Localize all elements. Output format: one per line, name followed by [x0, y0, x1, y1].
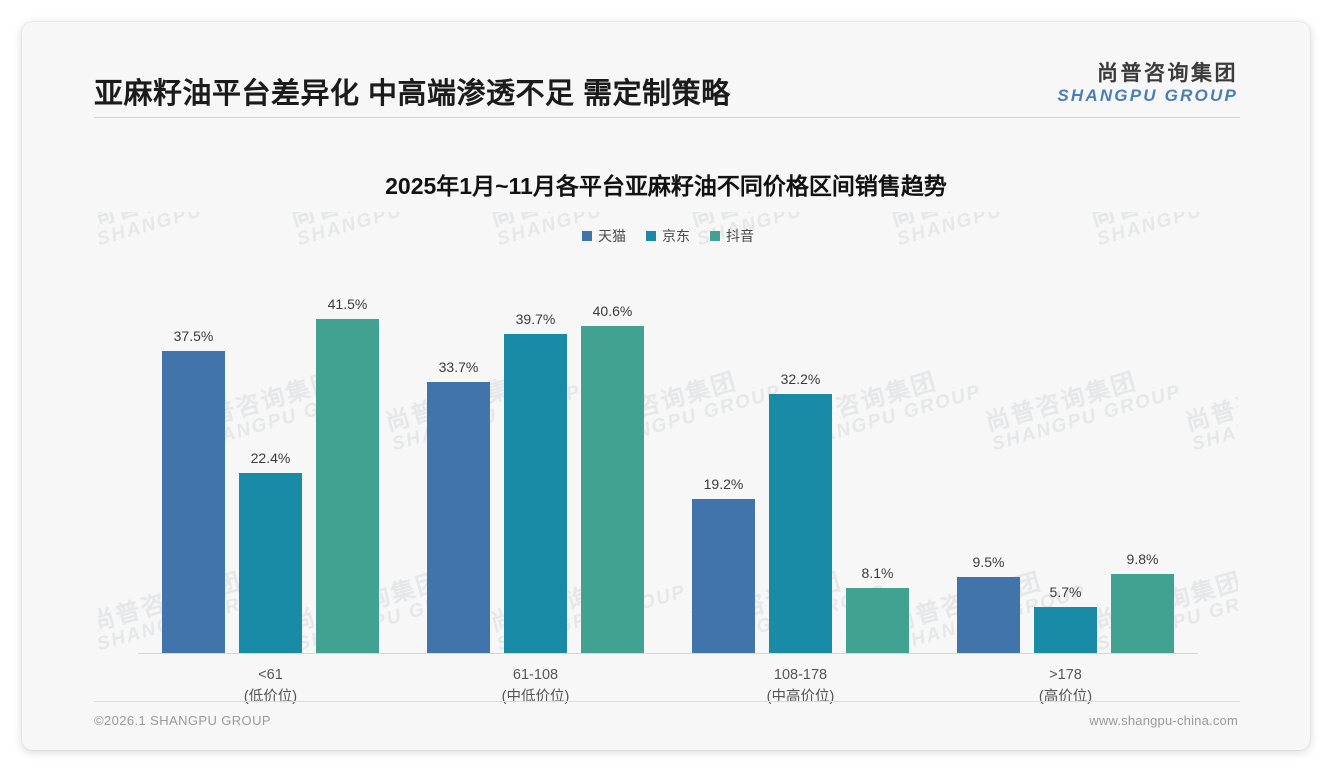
bar-抖音-61-108[interactable]	[581, 326, 644, 653]
bar-column[interactable]: 41.5%	[316, 257, 379, 653]
bar-group: 37.5% 22.4% 41.5%	[146, 257, 396, 653]
bar-抖音-<61[interactable]	[316, 319, 379, 653]
legend-item-抖音[interactable]: 抖音	[710, 226, 754, 246]
x-axis-label-range: >178	[1049, 667, 1082, 683]
bar-value-label: 32.2%	[780, 371, 821, 387]
legend-label: 抖音	[726, 228, 754, 244]
bar-value-label: 19.2%	[703, 476, 744, 492]
x-axis-label-range: <61	[258, 667, 283, 683]
bar-column[interactable]: 9.8%	[1111, 257, 1174, 653]
bar-column[interactable]: 8.1%	[846, 257, 909, 653]
x-axis-label-group: <61 (低价位)	[146, 664, 396, 709]
chart-plot-area: 37.5% 22.4% 41.5% 33.7% 39.7% 40.6% 19.2% 32.2%…	[98, 258, 1238, 654]
footer-divider	[94, 701, 1240, 702]
bar-group: 9.5% 5.7% 9.8%	[941, 257, 1191, 653]
x-axis-label-tier: (低价位)	[243, 689, 298, 706]
legend-item-天猫[interactable]: 天猫	[582, 226, 626, 246]
logo-english-text: SHANGPU GROUP	[1057, 85, 1238, 105]
bar-value-label: 37.5%	[173, 328, 214, 344]
bar-value-label: 40.6%	[592, 303, 633, 319]
bar-group: 19.2% 32.2% 8.1%	[676, 257, 926, 653]
x-axis-label-range: 61-108	[512, 667, 559, 683]
bar-value-label: 9.5%	[972, 554, 1005, 570]
legend-swatch-icon	[582, 231, 592, 241]
legend-swatch-icon	[646, 231, 656, 241]
header-divider	[94, 117, 1240, 118]
bar-column[interactable]: 39.7%	[504, 257, 567, 653]
bar-column[interactable]: 22.4%	[239, 257, 302, 653]
bar-column[interactable]: 40.6%	[581, 257, 644, 653]
x-axis-labels: <61 (低价位) 61-108 (中低价位) 108-178 (中高价位) >178 (高价…	[138, 664, 1198, 709]
page-title: 亚麻籽油平台差异化 中高端渗透不足 需定制策略	[94, 78, 731, 110]
chart-legend: 天猫 京东 抖音	[98, 226, 1238, 246]
bar-column[interactable]: 19.2%	[692, 257, 755, 653]
footer-website: www.shangpu-china.com	[1089, 713, 1238, 728]
legend-label: 天猫	[598, 228, 626, 244]
footer-copyright: ©2026.1 SHANGPU GROUP	[94, 713, 271, 728]
bar-value-label: 8.1%	[861, 565, 894, 581]
x-axis-label-group: >178 (高价位)	[941, 664, 1191, 709]
x-axis-line	[138, 653, 1198, 654]
legend-item-京东[interactable]: 京东	[646, 226, 690, 246]
bar-京东-61-108[interactable]	[504, 334, 567, 653]
legend-swatch-icon	[710, 231, 720, 241]
x-axis-label-group: 108-178 (中高价位)	[676, 664, 926, 709]
chart-title: 2025年1月~11月各平台亚麻籽油不同价格区间销售趋势	[385, 173, 947, 199]
bar-京东-<61[interactable]	[239, 473, 302, 653]
bar-value-label: 33.7%	[438, 359, 479, 375]
bar-抖音->178[interactable]	[1111, 574, 1174, 653]
bar-value-label: 39.7%	[515, 311, 556, 327]
bar-groups: 37.5% 22.4% 41.5% 33.7% 39.7% 40.6% 19.2% 32.2%…	[138, 257, 1198, 653]
bar-group: 33.7% 39.7% 40.6%	[411, 257, 661, 653]
bar-抖音-108-178[interactable]	[846, 588, 909, 653]
brand-logo: 尚普咨询集团 SHANGPU GROUP	[1057, 62, 1238, 105]
bar-column[interactable]: 37.5%	[162, 257, 225, 653]
logo-chinese-text: 尚普咨询集团	[1097, 62, 1238, 85]
bar-column[interactable]: 33.7%	[427, 257, 490, 653]
x-axis-label-range: 108-178	[773, 667, 828, 683]
bar-天猫->178[interactable]	[957, 577, 1020, 653]
bar-value-label: 22.4%	[250, 450, 291, 466]
x-axis-label-tier: (中低价位)	[501, 689, 570, 706]
bar-天猫-108-178[interactable]	[692, 499, 755, 653]
bar-column[interactable]: 9.5%	[957, 257, 1020, 653]
slide-header: 亚麻籽油平台差异化 中高端渗透不足 需定制策略 尚普咨询集团 SHANGPU G…	[22, 22, 1310, 118]
bar-value-label: 9.8%	[1126, 551, 1159, 567]
bar-value-label: 5.7%	[1049, 584, 1082, 600]
bar-天猫-61-108[interactable]	[427, 382, 490, 653]
bar-京东-108-178[interactable]	[769, 394, 832, 653]
bar-column[interactable]: 32.2%	[769, 257, 832, 653]
x-axis-label-tier: (中高价位)	[766, 689, 835, 706]
bar-value-label: 41.5%	[327, 296, 368, 312]
x-axis-label-group: 61-108 (中低价位)	[411, 664, 661, 709]
slide-canvas: 亚麻籽油平台差异化 中高端渗透不足 需定制策略 尚普咨询集团 SHANGPU G…	[22, 22, 1310, 750]
bar-天猫-<61[interactable]	[162, 351, 225, 653]
bar-京东->178[interactable]	[1034, 607, 1097, 653]
x-axis-label-tier: (高价位)	[1038, 689, 1093, 706]
legend-label: 京东	[662, 228, 690, 244]
bar-column[interactable]: 5.7%	[1034, 257, 1097, 653]
